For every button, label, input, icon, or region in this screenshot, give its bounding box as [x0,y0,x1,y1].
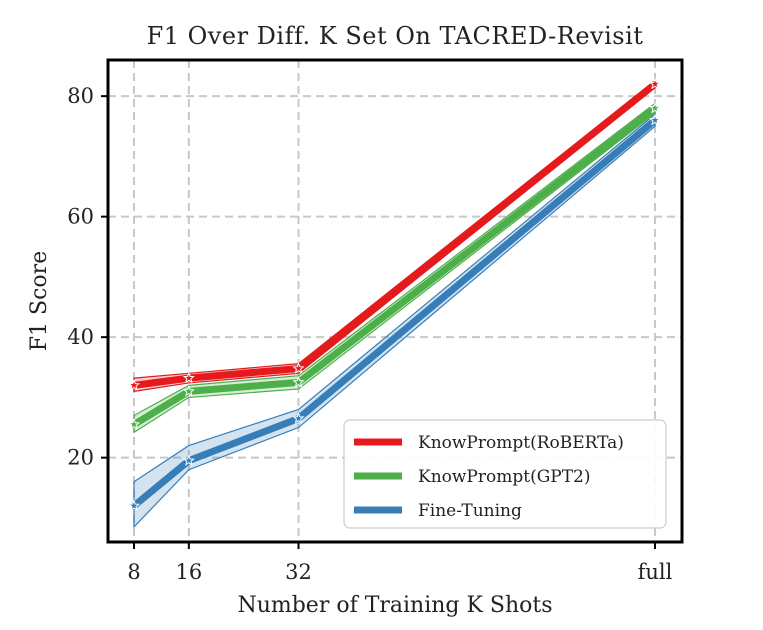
legend-box [343,419,667,529]
data-point [292,362,305,374]
y-axis-label: F1 Score [27,251,52,351]
confidence-band-1 [133,102,656,434]
data-point [127,499,141,511]
series-markers [127,77,662,511]
chart-title: F1 Over Diff. K Set On TACRED-Revisit [147,22,644,50]
data-point [127,418,141,430]
legend-label: KnowPrompt(GPT2) [418,467,591,487]
axis-ticks: 8 16 32 full 20 40 60 80 [67,84,672,584]
series-line-2 [131,117,658,509]
y-tick-label: 80 [67,84,94,108]
data-point [127,379,141,391]
series-line-1 [132,105,658,428]
data-point [648,101,662,114]
data-point [292,375,305,388]
legend-label: Fine-Tuning [418,501,522,521]
x-tick-label: 32 [285,560,312,584]
legend: KnowPrompt(RoBERTa) KnowPrompt(GPT2) Fine-… [343,419,667,529]
y-tick-label: 60 [67,205,94,229]
data-point [182,454,195,466]
plot-frame [106,58,684,544]
series-lines [131,81,658,509]
data-point [648,113,662,126]
x-tick-label: full [638,560,673,584]
data-point [292,412,305,424]
y-tick-label: 20 [67,446,94,470]
x-axis-label: Number of Training K Shots [237,593,552,618]
x-tick-label: 8 [127,560,140,584]
y-tick-label: 40 [67,325,94,349]
data-point [182,385,195,397]
data-point [648,77,662,90]
series-line-0 [133,81,658,389]
data-point [182,371,195,384]
x-tick-label: 16 [175,560,202,584]
confidence-band-2 [133,112,656,529]
legend-label: KnowPrompt(RoBERTa) [418,433,624,453]
